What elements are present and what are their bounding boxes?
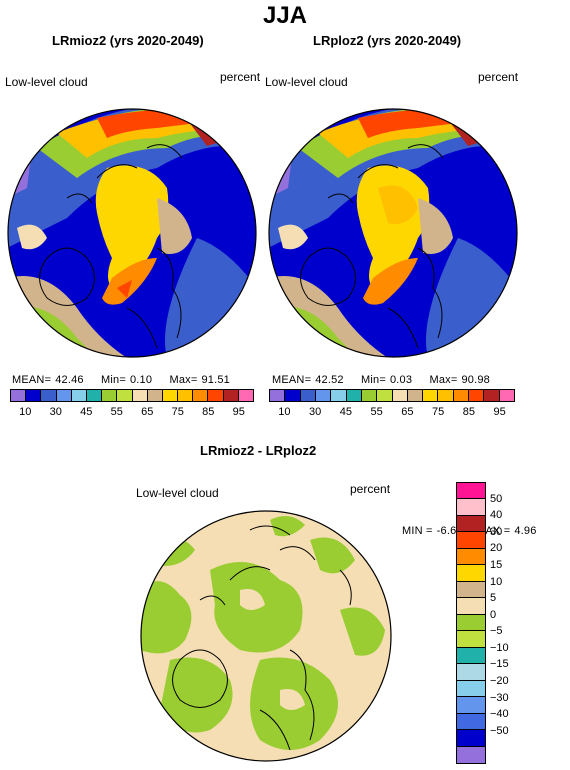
colorbar-label: 45 <box>339 406 352 418</box>
colorbar-swatch <box>300 390 316 401</box>
colorbar-label: 65 <box>401 406 414 418</box>
colorbar-swatch <box>457 664 485 681</box>
colorbar-swatch <box>438 390 454 401</box>
panel1-units: percent <box>220 70 261 84</box>
panel2-colorbar <box>269 389 515 402</box>
colorbar-swatch <box>457 565 485 582</box>
panel3-map <box>140 510 392 762</box>
panel2-variable: Low-level cloud <box>265 75 348 89</box>
colorbar-swatch <box>484 390 500 401</box>
colorbar-swatch <box>223 390 239 401</box>
colorbar-swatch <box>457 631 485 648</box>
colorbar-label: 85 <box>462 406 475 418</box>
colorbar-swatch <box>270 390 286 401</box>
colorbar-swatch <box>392 390 408 401</box>
colorbar-swatch <box>457 499 485 516</box>
colorbar-label: 75 <box>171 406 184 418</box>
colorbar-swatch <box>208 390 224 401</box>
colorbar-swatch <box>457 680 485 698</box>
panel3-units: percent <box>350 482 391 496</box>
colorbar-swatch <box>238 390 253 401</box>
colorbar-swatch <box>26 390 42 401</box>
colorbar-swatch <box>457 713 485 731</box>
colorbar-swatch <box>331 390 347 401</box>
colorbar-label: 5 <box>490 592 497 605</box>
colorbar-swatch <box>423 390 439 401</box>
colorbar-label: 45 <box>80 406 93 418</box>
panel1-variable: Low-level cloud <box>5 75 88 89</box>
colorbar-swatch <box>457 483 485 500</box>
panel3-title: LRmioz2 - LRploz2 <box>200 443 317 458</box>
colorbar-swatch <box>457 746 485 763</box>
colorbar-label: −20 <box>490 675 509 688</box>
colorbar-label: 30 <box>490 525 503 538</box>
colorbar-label: 55 <box>110 406 123 418</box>
colorbar-swatch <box>457 548 485 566</box>
colorbar-label: 75 <box>432 406 445 418</box>
colorbar-swatch <box>457 532 485 549</box>
colorbar-label: −50 <box>490 724 509 737</box>
colorbar-swatch <box>361 390 378 401</box>
colorbar-swatch <box>407 390 424 401</box>
colorbar-label: 95 <box>493 406 506 418</box>
season-title: JJA <box>262 2 308 29</box>
colorbar-label: 85 <box>202 406 215 418</box>
panel1-stats: MEAN= 42.46 Min= 0.10 Max= 91.51 <box>12 374 230 386</box>
panel2-units: percent <box>478 70 519 84</box>
colorbar-swatch <box>457 581 485 599</box>
colorbar-label: 65 <box>141 406 154 418</box>
colorbar-label: 40 <box>490 509 503 522</box>
colorbar-swatch <box>11 390 27 401</box>
colorbar-swatch <box>162 390 179 401</box>
colorbar-label: 30 <box>49 406 62 418</box>
colorbar-label: −15 <box>490 658 509 671</box>
colorbar-label: 95 <box>232 406 245 418</box>
panel1-colorbar <box>10 389 254 402</box>
colorbar-swatch <box>315 390 332 401</box>
colorbar-label: −30 <box>490 691 509 704</box>
colorbar-label: 30 <box>309 406 322 418</box>
colorbar-label: 55 <box>370 406 383 418</box>
colorbar-swatch <box>178 390 194 401</box>
panel1-map <box>7 108 257 358</box>
colorbar-swatch <box>377 390 393 401</box>
colorbar-swatch <box>457 598 485 615</box>
colorbar-swatch <box>457 614 485 632</box>
colorbar-swatch <box>41 390 57 401</box>
colorbar-swatch <box>457 515 485 533</box>
colorbar-swatch <box>457 697 485 714</box>
colorbar-label: 10 <box>278 406 291 418</box>
panel2-stats: MEAN= 42.52 Min= 0.03 Max= 90.98 <box>272 374 490 386</box>
colorbar-swatch <box>56 390 72 401</box>
colorbar-label: 15 <box>490 558 503 571</box>
colorbar-label: 50 <box>490 492 503 505</box>
colorbar-swatch <box>469 390 485 401</box>
colorbar-label: −10 <box>490 641 509 654</box>
colorbar-swatch <box>457 730 485 747</box>
difference-colorbar <box>456 482 486 764</box>
colorbar-swatch <box>346 390 362 401</box>
colorbar-swatch <box>102 390 118 401</box>
colorbar-swatch <box>117 390 133 401</box>
colorbar-swatch <box>193 390 209 401</box>
colorbar-label: 10 <box>19 406 32 418</box>
colorbar-label: −5 <box>490 625 503 638</box>
colorbar-swatch <box>132 390 148 401</box>
colorbar-swatch <box>86 390 103 401</box>
colorbar-label: 20 <box>490 542 503 555</box>
colorbar-swatch <box>147 390 163 401</box>
panel3-variable: Low-level cloud <box>136 486 219 500</box>
colorbar-label: 0 <box>490 608 497 621</box>
panel1-title: LRmioz2 (yrs 2020-2049) <box>52 33 204 48</box>
panel2-map <box>268 108 518 358</box>
colorbar-swatch <box>499 390 514 401</box>
panel2-title: LRploz2 (yrs 2020-2049) <box>313 33 462 48</box>
colorbar-label: −40 <box>490 708 509 721</box>
colorbar-swatch <box>71 390 87 401</box>
colorbar-label: 10 <box>490 575 503 588</box>
colorbar-swatch <box>285 390 301 401</box>
colorbar-swatch <box>453 390 470 401</box>
colorbar-swatch <box>457 647 485 665</box>
